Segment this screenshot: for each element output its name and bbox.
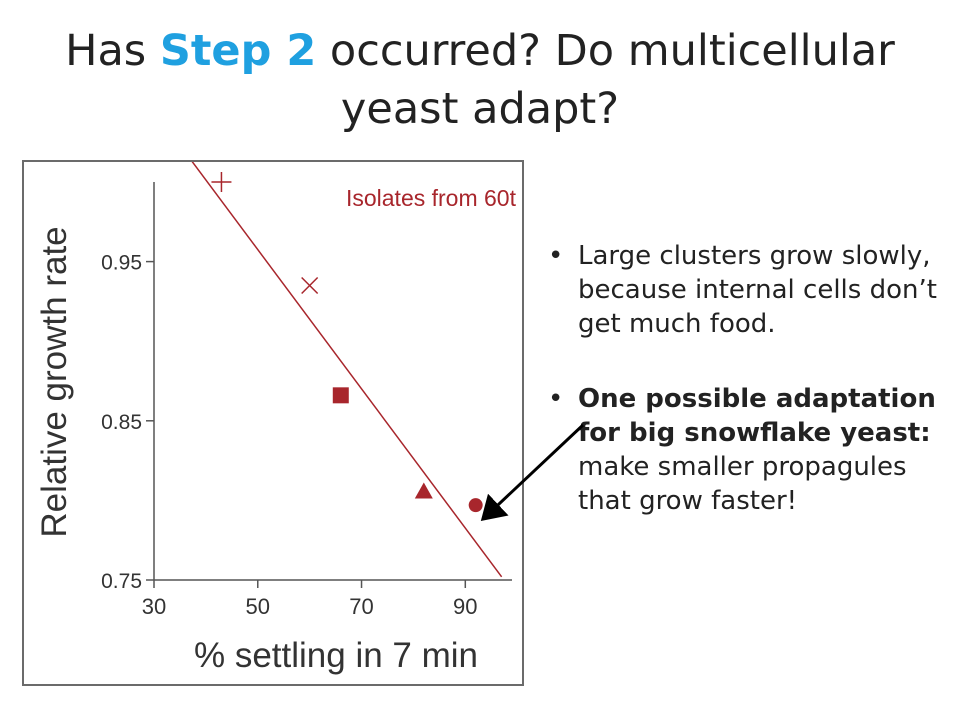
bullet-marker: • bbox=[548, 384, 564, 415]
x-tick-label: 90 bbox=[453, 594, 477, 619]
data-point-square bbox=[332, 387, 349, 404]
data-point-circle bbox=[468, 498, 483, 513]
data-point-triangle bbox=[414, 482, 433, 499]
x-axis-label: % settling in 7 min bbox=[194, 636, 478, 675]
bullet-item-2: • One possible adaptation for big snowfl… bbox=[548, 383, 948, 518]
bullet-list: • Large clusters grow slowly, because in… bbox=[548, 240, 948, 519]
slide-title: Has Step 2 occurred? Do multicellular ye… bbox=[40, 22, 920, 138]
x-tick-label: 70 bbox=[349, 594, 373, 619]
arrow-line bbox=[480, 423, 585, 522]
bullet-marker: • bbox=[548, 241, 564, 271]
data-point-plus bbox=[211, 172, 232, 192]
y-tick-label: 0.85 bbox=[101, 411, 142, 434]
bullet-text: Large clusters grow slowly, because inte… bbox=[578, 241, 937, 339]
bullet-bold-text: One possible adaptation for big snowflak… bbox=[578, 384, 936, 449]
y-tick-label: 0.75 bbox=[101, 570, 142, 593]
y-axis-label: Relative growth rate bbox=[35, 226, 74, 537]
bullet-text: make smaller propagules that grow faster… bbox=[578, 451, 907, 516]
title-suffix: occurred? Do multicellular yeast adapt? bbox=[316, 26, 895, 135]
data-point-cross bbox=[301, 276, 319, 295]
x-tick-label: 50 bbox=[246, 594, 270, 619]
chart-frame: 30 50 70 90 0.75 0.85 0.95 % settling in 7 min R… bbox=[22, 160, 524, 686]
title-accent: Step 2 bbox=[159, 26, 317, 76]
y-tick-label: 0.95 bbox=[101, 252, 142, 275]
fit-line bbox=[191, 162, 503, 578]
x-tick-label: 30 bbox=[142, 594, 166, 619]
scatter-chart: 30 50 70 90 0.75 0.85 0.95 % settling in 7 min R… bbox=[35, 162, 517, 675]
chart-title: Isolates from 60t bbox=[346, 185, 517, 211]
title-prefix: Has bbox=[65, 26, 160, 76]
bullet-item-1: • Large clusters grow slowly, because in… bbox=[548, 240, 948, 341]
